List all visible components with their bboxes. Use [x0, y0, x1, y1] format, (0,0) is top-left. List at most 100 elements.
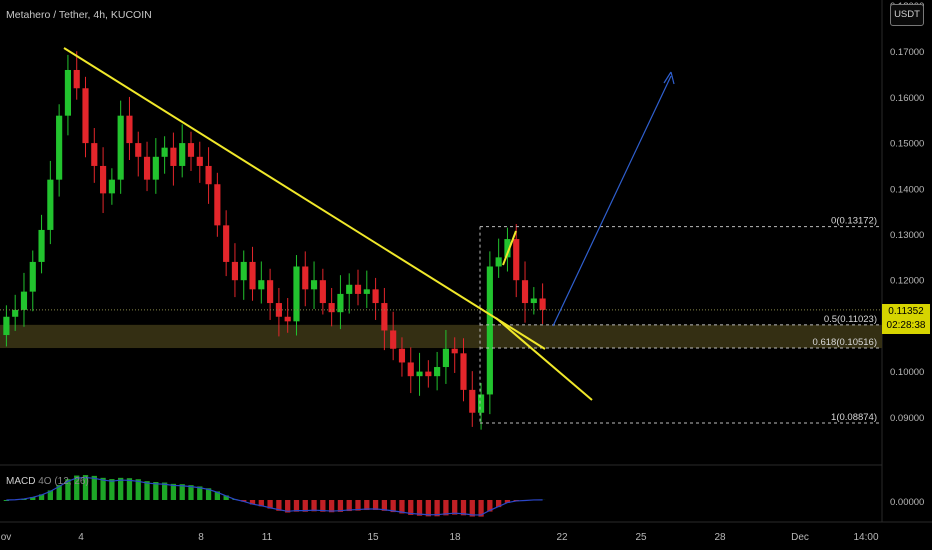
candle-body — [346, 284, 353, 294]
macd-hist-bar — [258, 500, 264, 507]
candle-body — [240, 261, 247, 281]
candle-body — [486, 266, 493, 395]
price-tick-label: 0.09000 — [890, 413, 924, 424]
candle-body — [354, 284, 362, 294]
macd-hist-bar — [443, 500, 449, 516]
time-tick-label: 8 — [198, 532, 204, 543]
macd-hist-bar — [408, 500, 414, 515]
candle-body — [390, 330, 397, 349]
candle-body — [56, 115, 63, 180]
candle-body — [381, 303, 388, 331]
candle-body — [407, 362, 414, 377]
breakout-stroke — [502, 230, 517, 266]
macd-hist-bar — [364, 500, 370, 511]
candle-body — [64, 69, 72, 116]
retest-trendline — [495, 317, 593, 401]
macd-hist-bar — [372, 500, 379, 510]
candle-body — [187, 143, 195, 157]
macd-hist-bar — [30, 496, 36, 500]
macd-signal-line — [6, 476, 543, 516]
candle-body — [117, 115, 124, 180]
macd-hist-bar — [65, 479, 71, 500]
macd-zero-label: 0.00000 — [890, 497, 924, 508]
macd-hist-bar — [214, 491, 220, 500]
candle-body — [152, 156, 159, 180]
candle-body — [258, 280, 265, 290]
candle-body — [539, 298, 546, 310]
macd-hist-bar — [91, 475, 97, 500]
macd-hist-bar — [390, 500, 396, 513]
candle-body — [143, 156, 151, 180]
time-tick-label: 18 — [449, 532, 461, 543]
macd-hist-bar — [74, 475, 80, 500]
macd-hist-bar — [460, 500, 467, 516]
candle-body — [477, 394, 485, 413]
candle-body — [108, 179, 115, 194]
candle-body — [73, 69, 80, 89]
candle-body — [416, 371, 423, 377]
candle-body — [196, 156, 203, 166]
candle-body — [284, 316, 291, 322]
candle-body — [161, 147, 168, 157]
macd-hist-bar — [144, 481, 150, 500]
candle-body — [434, 367, 441, 377]
macd-hist-bar — [118, 477, 124, 500]
macd-hist-bar — [355, 500, 361, 511]
macd-hist-bar — [346, 500, 352, 512]
candle-body — [398, 348, 406, 363]
macd-hist-bar — [56, 485, 62, 500]
candle-body — [231, 261, 239, 281]
candle-body — [363, 289, 370, 294]
candle-body — [302, 266, 309, 290]
candle-body — [126, 115, 133, 144]
macd-hist-bar — [47, 490, 53, 500]
macd-hist-bar — [302, 500, 308, 512]
time-tick-label: 22 — [556, 532, 568, 543]
descending-trendline — [63, 47, 546, 350]
candle-body — [205, 165, 212, 185]
macd-hist-bar — [241, 500, 247, 502]
macd-hist-bar — [399, 500, 405, 514]
candle-body — [170, 147, 177, 166]
projection-arrow-head — [663, 71, 675, 85]
macd-hist-bar — [205, 488, 212, 500]
candle-body — [310, 280, 318, 290]
macd-hist-bar — [469, 500, 475, 517]
candle-body — [328, 303, 335, 313]
candle-body — [38, 229, 45, 262]
macd-hist-bar — [161, 482, 168, 500]
macd-hist-bar — [337, 500, 344, 512]
candle-body — [319, 280, 326, 304]
candle-body — [425, 371, 432, 377]
time-tick-label: 14:00 — [853, 532, 878, 543]
time-tick-label: 15 — [367, 532, 379, 543]
time-tick-label: 25 — [635, 532, 647, 543]
support-zone — [0, 324, 882, 349]
fib-level-label: 0.5(0.11023) — [824, 314, 877, 325]
candle-body — [135, 143, 142, 157]
candle-body — [179, 143, 186, 166]
macd-params: 4O (12, 26) — [38, 476, 89, 487]
candle-body — [469, 389, 476, 413]
macd-hist-bar — [153, 482, 159, 500]
candle-body — [521, 280, 529, 304]
macd-hist-bar — [223, 495, 229, 500]
currency-badge[interactable]: USDT — [890, 4, 924, 26]
macd-hist-bar — [504, 500, 511, 503]
fib-level-label: 0.618(0.10516) — [813, 337, 877, 348]
macd-hist-bar — [249, 500, 256, 505]
macd-legend[interactable]: MACD 4O (12, 26) — [6, 476, 89, 487]
macd-hist-bar — [496, 500, 502, 508]
fib-level-label: 1(0.08874) — [831, 412, 877, 423]
candle-body — [267, 280, 274, 304]
macd-hist-bar — [329, 500, 335, 513]
candle-body — [504, 239, 511, 258]
macd-hist-bar — [126, 478, 133, 500]
candle-body — [442, 348, 449, 368]
candle-body — [29, 261, 36, 292]
time-tick-label: 28 — [714, 532, 726, 543]
macd-hist-bar — [285, 500, 291, 513]
candle-body — [100, 165, 107, 194]
